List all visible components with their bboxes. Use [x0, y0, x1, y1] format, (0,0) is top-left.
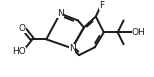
Text: N: N	[57, 9, 63, 18]
Text: HO: HO	[13, 47, 26, 56]
Text: OH: OH	[132, 28, 145, 37]
Text: F: F	[99, 1, 104, 10]
Text: O: O	[19, 24, 26, 33]
Text: N: N	[69, 44, 75, 53]
